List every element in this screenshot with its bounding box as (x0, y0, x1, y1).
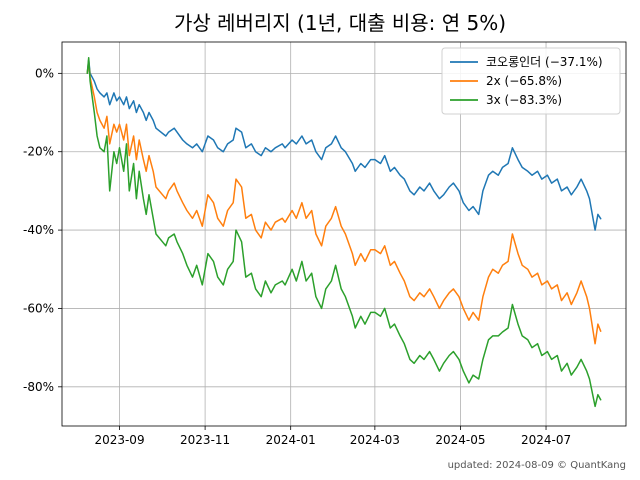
y-tick-label: -40% (23, 223, 54, 237)
plot-frame (61, 41, 627, 427)
x-tick-label: 2024-03 (350, 433, 400, 447)
x-tick-label: 2024-01 (266, 433, 316, 447)
x-tick-label: 2023-11 (180, 433, 230, 447)
x-tick-label: 2024-05 (435, 433, 485, 447)
y-axis-ticks: 0% -20% -40% -60% -80% (23, 66, 62, 394)
x-tick-label: 2023-09 (94, 433, 144, 447)
x-axis-ticks: 2023-09 2023-11 2024-01 2024-03 2024-05 2024-… (94, 426, 571, 447)
y-tick-label: -60% (23, 301, 54, 315)
y-tick-label: 0% (35, 66, 54, 80)
y-tick-label: -80% (23, 380, 54, 394)
footer-updated-text: updated: 2024-08-09 © QuantKang (448, 460, 626, 471)
y-tick-label: -20% (23, 145, 54, 159)
legend-label-2: 3x (−83.3%) (486, 93, 562, 107)
legend: 코오롱인더 (−37.1%) 2x (−65.8%) 3x (−83.3%) (441, 47, 621, 115)
series-line-1 (86, 60, 602, 345)
legend-label-1: 2x (−65.8%) (486, 74, 562, 88)
series-line-0 (86, 58, 602, 231)
series-layer (86, 56, 602, 408)
series-line-2 (86, 56, 602, 408)
legend-label-0: 코오롱인더 (−37.1%) (486, 55, 603, 69)
x-tick-label: 2024-07 (521, 433, 571, 447)
legend-box (441, 47, 621, 115)
chart-title: 가상 레버리지 (1년, 대출 비용: 연 5%) (174, 11, 506, 35)
